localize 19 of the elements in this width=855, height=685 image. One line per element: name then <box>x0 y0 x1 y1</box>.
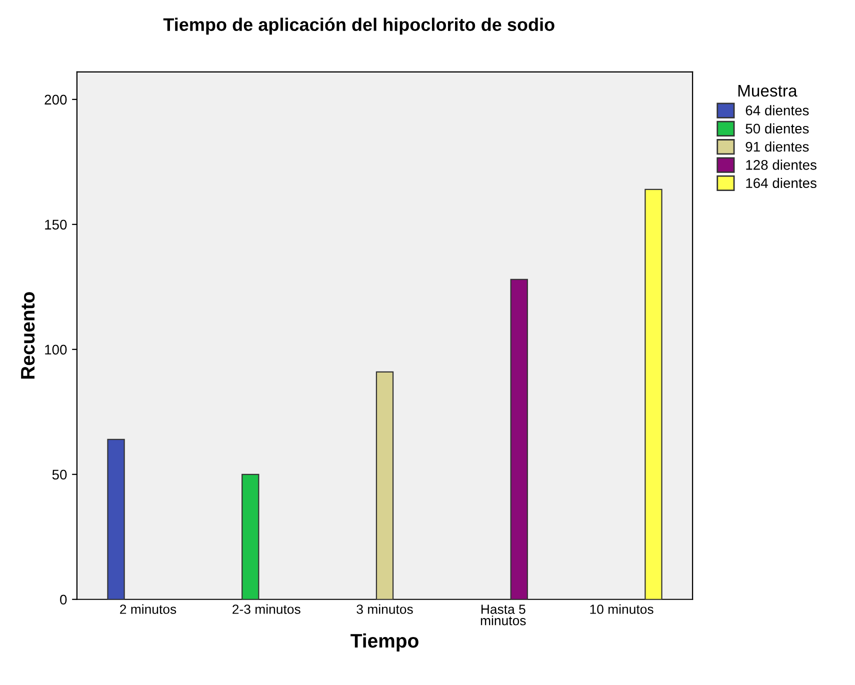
y-tick-label: 200 <box>44 94 67 105</box>
legend-label: 50 dientes <box>746 123 809 134</box>
x-tick-label: 2 minutos <box>120 604 176 614</box>
x-tick-label: 10 minutos <box>590 604 654 614</box>
legend-label: 128 dientes <box>746 160 816 170</box>
y-tick-label: 100 <box>45 344 67 355</box>
x-tick-label: 2-3 minutos <box>232 604 300 614</box>
y-tick-label: 0 <box>60 594 67 605</box>
x-tick-label: 3 minutos <box>356 604 413 614</box>
y-tick-label: 150 <box>45 220 67 230</box>
x-tick-label: Hasta 5 minutos <box>480 604 526 626</box>
y-tick-label: 50 <box>52 470 67 480</box>
legend-label: 64 dientes <box>746 105 809 116</box>
x-axis-title: Tiempo <box>350 633 418 652</box>
legend-title: Muestra <box>738 85 798 97</box>
legend-label: 91 dientes <box>746 141 809 152</box>
chart-title: Tiempo de aplicación del hipoclorito de sodio <box>163 18 554 35</box>
y-axis-title: Recuento <box>21 292 35 379</box>
legend-label: 164 dientes <box>746 178 816 188</box>
